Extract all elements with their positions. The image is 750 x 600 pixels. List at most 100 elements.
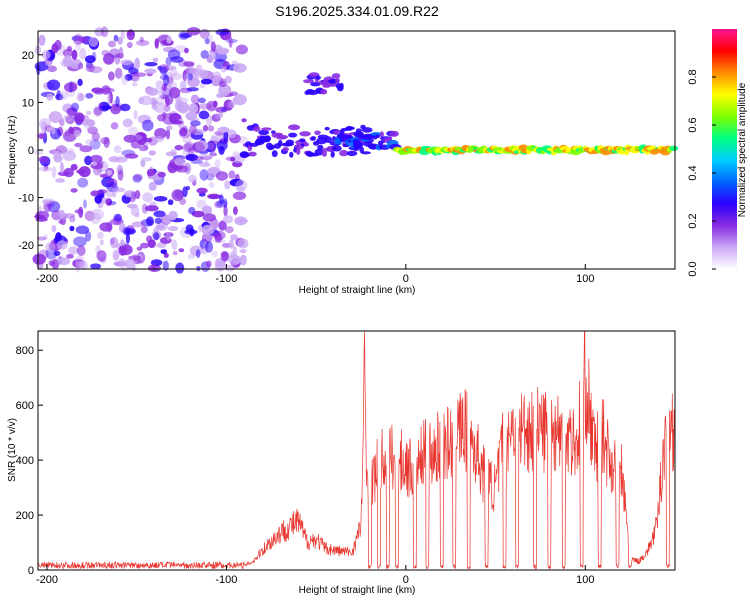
- snr-series-line: [37, 330, 676, 570]
- heatmap-cell: [70, 188, 78, 193]
- heatmap-cell: [85, 92, 94, 99]
- heatmap-cell: [53, 150, 62, 160]
- heatmap-cell: [114, 67, 123, 79]
- spectrogram-ytick-label: -20: [18, 240, 34, 252]
- heatmap-cell: [153, 232, 160, 241]
- heatmap-cell: [73, 34, 84, 45]
- snr-xtick-label: -100: [215, 574, 237, 586]
- heatmap-cell: [215, 106, 228, 113]
- heatmap-cell: [38, 155, 49, 163]
- heatmap-cell: [192, 141, 205, 154]
- heatmap-cell: [289, 151, 294, 158]
- heatmap-cell: [106, 169, 113, 176]
- heatmap-cell: [224, 75, 232, 84]
- heatmap-cell: [66, 107, 78, 117]
- heatmap-cell: [85, 63, 96, 73]
- heatmap-cell: [91, 51, 97, 62]
- heatmap-cell: [145, 137, 153, 143]
- heatmap-cell: [205, 260, 212, 268]
- spectrogram-xtick-label: -100: [215, 273, 237, 285]
- heatmap-cell: [339, 149, 349, 157]
- heatmap-cell: [375, 134, 381, 139]
- heatmap-cell: [144, 205, 159, 212]
- heatmap-cell: [74, 142, 83, 148]
- heatmap-cell: [153, 196, 168, 202]
- heatmap-cell: [101, 49, 110, 56]
- heatmap-cell: [200, 78, 213, 85]
- heatmap-cell: [44, 61, 52, 66]
- heatmap-cell: [268, 144, 276, 150]
- heatmap-cell: [224, 180, 231, 190]
- heatmap-cell: [85, 139, 96, 146]
- heatmap-cell: [194, 156, 204, 161]
- heatmap-cell: [235, 179, 248, 192]
- heatmap-cell: [211, 250, 219, 258]
- heatmap-cell: [119, 103, 131, 112]
- heatmap-cell: [51, 258, 60, 270]
- heatmap-cell: [288, 124, 301, 131]
- heatmap-cell: [127, 126, 139, 136]
- heatmap-cell: [221, 106, 227, 112]
- heatmap-cell: [107, 71, 115, 81]
- heatmap-cell: [144, 68, 157, 74]
- heatmap-cell: [99, 239, 104, 246]
- heatmap-cell: [185, 185, 191, 191]
- heatmap-cell: [195, 249, 201, 259]
- heatmap-cell: [179, 127, 188, 137]
- colorbar-tick-label: 0.0: [687, 261, 699, 276]
- heatmap-cell: [120, 29, 125, 40]
- heatmap-cell: [60, 59, 74, 68]
- heatmap-cell: [133, 109, 138, 120]
- heatmap-cell: [218, 112, 224, 118]
- heatmap-cell: [253, 125, 261, 132]
- heatmap-cell: [182, 143, 194, 153]
- heatmap-cell: [38, 133, 46, 139]
- heatmap-cell: [230, 234, 238, 241]
- heatmap-cell: [220, 251, 228, 257]
- heatmap-cell: [141, 119, 154, 132]
- snr-xlabel: Height of straight line (km): [299, 585, 416, 596]
- heatmap-cell: [108, 200, 117, 206]
- heatmap-cell: [321, 150, 328, 157]
- heatmap-cell: [202, 124, 209, 132]
- heatmap-cell: [83, 119, 93, 130]
- heatmap-cell: [84, 210, 95, 222]
- heatmap-cell: [282, 147, 289, 152]
- heatmap-cell: [185, 153, 199, 161]
- heatmap-cell: [331, 145, 342, 152]
- heatmap-cell: [214, 159, 221, 169]
- heatmap-cell: [78, 93, 85, 102]
- heatmap-cell: [207, 193, 221, 200]
- heatmap-cell: [204, 241, 214, 253]
- spectrogram-xtick-label: 0: [403, 273, 409, 285]
- heatmap-cell: [79, 261, 85, 268]
- spectrogram-xtick-label: 100: [576, 273, 594, 285]
- heatmap-cell: [330, 151, 335, 158]
- spectrogram-ytick-label: 10: [22, 97, 34, 109]
- heatmap-cell: [261, 127, 272, 131]
- heatmap-cell: [165, 125, 173, 131]
- heatmap-cell: [111, 187, 126, 193]
- heatmap-cell: [77, 78, 83, 87]
- heatmap-cell: [216, 49, 229, 55]
- heatmap-cell: [36, 258, 44, 270]
- heatmap-cell: [118, 258, 126, 267]
- spectrogram-xtick-label: -200: [36, 273, 58, 285]
- heatmap-cell: [141, 157, 152, 162]
- heatmap-cell: [235, 44, 248, 55]
- heatmap-cell: [182, 70, 187, 82]
- heatmap-cell: [78, 62, 84, 70]
- heatmap-cell: [215, 171, 228, 181]
- heatmap-cell: [211, 113, 221, 122]
- heatmap-cell: [74, 209, 84, 214]
- heatmap-cell: [154, 38, 159, 49]
- heatmap-cell: [132, 82, 138, 87]
- heatmap-cell: [198, 110, 210, 120]
- heatmap-cell: [55, 178, 66, 183]
- heatmap-cell: [166, 36, 172, 44]
- heatmap-cell: [84, 230, 92, 242]
- heatmap-cell: [302, 79, 315, 84]
- heatmap-cell: [201, 232, 213, 244]
- heatmap-cell: [70, 163, 78, 171]
